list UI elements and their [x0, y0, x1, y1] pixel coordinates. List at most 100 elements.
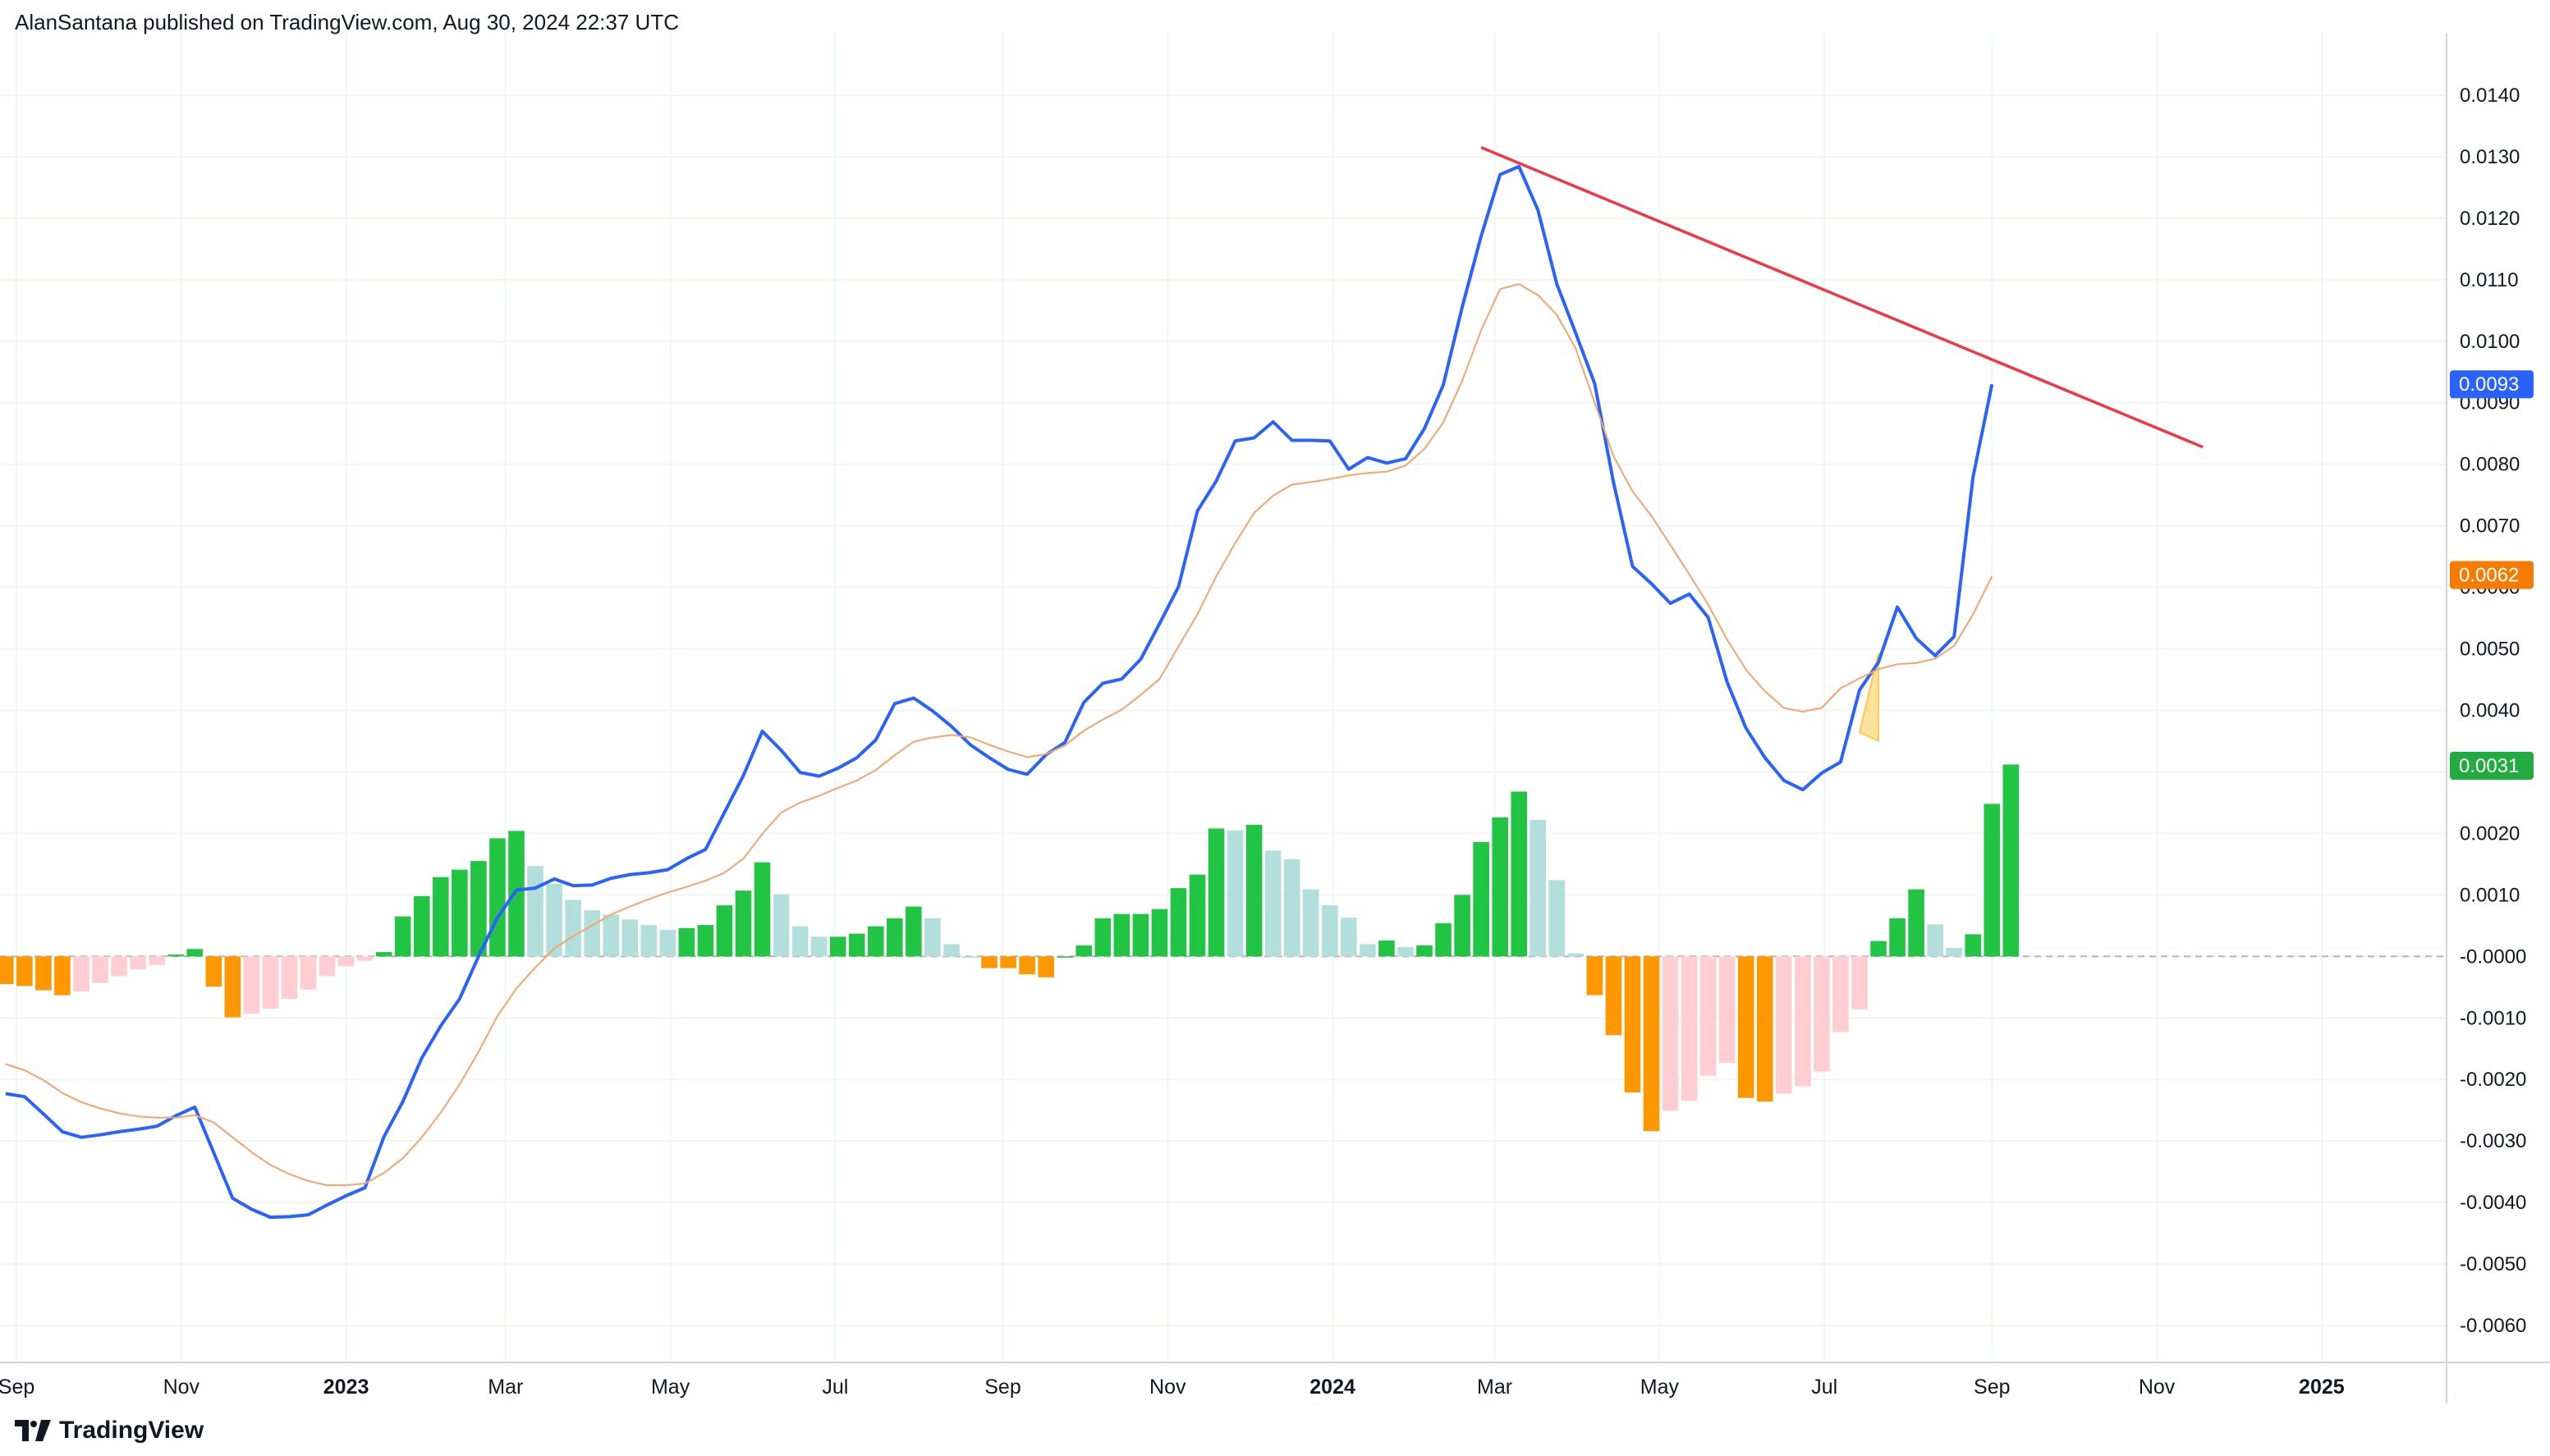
histogram-bar: [2002, 764, 2020, 957]
x-tick-label: Jul: [1811, 1376, 1837, 1399]
histogram-bar: [887, 918, 903, 957]
y-tick-label: 0.0040: [2460, 699, 2520, 721]
y-tick-label: -0.0030: [2460, 1130, 2526, 1152]
histogram-bar: [1360, 944, 1376, 957]
x-tick-label: Nov: [163, 1376, 200, 1399]
histogram-bar: [1832, 956, 1849, 1032]
histogram-bar: [659, 930, 676, 957]
y-tick-label: -0.0010: [2460, 1007, 2526, 1029]
histogram-bar: [319, 956, 336, 977]
signal-line: [5, 283, 1993, 1187]
histogram-bar: [1699, 956, 1717, 1076]
histogram-bar: [1567, 953, 1585, 957]
histogram-bar: [1984, 804, 2001, 957]
histogram-bar: [1473, 841, 1489, 957]
histogram-bar: [981, 956, 998, 968]
histogram-bar: [73, 956, 89, 992]
histogram-bar: [1189, 874, 1206, 957]
macd-line: [5, 164, 1994, 1220]
histogram-bar: [262, 956, 279, 1010]
histogram-bar: [1946, 947, 1962, 957]
histogram-bar: [92, 956, 108, 983]
histogram-bar: [1814, 956, 1830, 1072]
histogram-bar: [1341, 918, 1357, 957]
x-tick-label: Jul: [822, 1376, 848, 1399]
y-tick-label: 0.0100: [2460, 331, 2520, 353]
histogram-bar: [1397, 947, 1414, 957]
histogram-bar: [546, 883, 562, 957]
histogram-bar: [1057, 956, 1073, 958]
histogram-bar: [470, 861, 487, 957]
x-tick-label: 2023: [323, 1376, 369, 1399]
histogram-bar: [1038, 956, 1054, 978]
histogram-bar: [716, 905, 733, 957]
histogram-bar: [735, 891, 752, 957]
lines-layer: [5, 146, 2204, 1220]
histogram-bar: [924, 918, 941, 957]
histogram-bar: [394, 916, 411, 957]
grid-layer: [0, 33, 2447, 1362]
price-badge-label: 0.0093: [2459, 373, 2519, 396]
histogram-bar: [433, 877, 449, 957]
histogram-bar: [1245, 824, 1263, 957]
y-tick-label: 0.0020: [2460, 822, 2520, 845]
x-tick-label: May: [651, 1376, 690, 1399]
y-tick-label: 0.0110: [2460, 269, 2519, 291]
histogram-bar: [697, 925, 714, 957]
histogram-bar: [1113, 913, 1131, 957]
histogram-bar: [243, 956, 260, 1014]
histogram-bar: [508, 831, 525, 957]
histogram-bar: [754, 862, 771, 957]
histogram-bar: [791, 926, 809, 957]
histogram-bar: [205, 956, 222, 987]
histogram-bar: [906, 906, 922, 957]
histogram-bar: [1870, 941, 1887, 957]
x-tick-label: May: [1640, 1376, 1680, 1399]
histogram-bar: [1681, 956, 1698, 1101]
histogram-bar: [356, 956, 374, 961]
x-tick-label: Nov: [1149, 1376, 1186, 1399]
histogram-bar: [943, 944, 960, 957]
footer-brand[interactable]: TradingView: [15, 1417, 204, 1445]
price-badge: [2450, 561, 2534, 589]
y-tick-label: 0.0120: [2460, 208, 2520, 230]
y-tick-label: 0.0080: [2460, 454, 2520, 476]
histogram-bar: [1019, 956, 1035, 975]
y-tick-label: -0.0060: [2460, 1315, 2526, 1337]
price-badge: [2450, 751, 2534, 780]
histogram-bar: [0, 956, 14, 985]
histogram-bar: [413, 895, 430, 957]
price-badge-label: 0.0062: [2459, 565, 2519, 587]
histogram-bar: [1718, 956, 1736, 1063]
y-tick-label: 0.0140: [2460, 85, 2520, 107]
histogram-bar: [16, 956, 33, 987]
histogram-bar: [1416, 945, 1433, 957]
histogram-bar: [1227, 830, 1244, 957]
histogram-bar: [1511, 791, 1528, 957]
histogram-bar: [1548, 880, 1566, 957]
histogram-bar: [1132, 913, 1149, 957]
x-tick-label: Nov: [2139, 1376, 2176, 1399]
histogram-bar: [1492, 817, 1508, 957]
histogram-bar: [1094, 918, 1112, 957]
histogram-bar: [167, 955, 185, 957]
histogram-bar: [1776, 956, 1792, 1094]
y-tick-label: 0.0010: [2460, 884, 2520, 906]
histogram-bar: [111, 956, 127, 977]
histogram-bar: [565, 900, 581, 957]
histogram-bar: [186, 949, 204, 957]
histogram-bar: [1264, 850, 1282, 957]
y-tick-label: -0.0040: [2460, 1192, 2526, 1214]
cross-highlight: [1858, 652, 1880, 743]
y-tick-label: 0.0050: [2460, 639, 2520, 661]
histogram-bar: [829, 936, 846, 957]
histogram-bar: [621, 919, 639, 957]
histogram-bar: [1302, 889, 1319, 957]
histogram-bar: [337, 956, 355, 967]
footer-brand-name: TradingView: [59, 1417, 204, 1444]
histogram-bar: [1624, 956, 1641, 1092]
trendline: [1480, 146, 2204, 449]
histogram-bar: [1454, 895, 1470, 957]
histogram-bar: [848, 933, 865, 957]
